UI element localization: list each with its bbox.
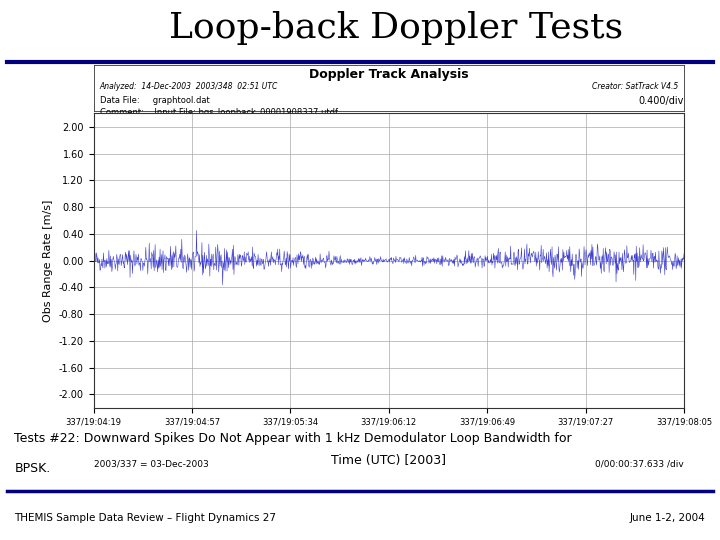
Text: Tests #22: Downward Spikes Do Not Appear with 1 kHz Demodulator Loop Bandwidth f: Tests #22: Downward Spikes Do Not Appear… xyxy=(14,432,572,445)
Text: THEMIS: THEMIS xyxy=(44,25,109,40)
Text: Comment:    Input File: bgs_loopback_00001908337.utdf: Comment: Input File: bgs_loopback_000019… xyxy=(99,109,338,117)
Text: 0/00:00:37.633 /div: 0/00:00:37.633 /div xyxy=(595,459,684,468)
Text: Analyzed:  14-Dec-2003  2003/348  02:51 UTC: Analyzed: 14-Dec-2003 2003/348 02:51 UTC xyxy=(99,82,278,91)
Text: Creator: SatTrack V4.5: Creator: SatTrack V4.5 xyxy=(592,82,678,91)
Text: 2003/337 = 03-Dec-2003: 2003/337 = 03-Dec-2003 xyxy=(94,459,208,468)
Y-axis label: Obs Range Rate [m/s]: Obs Range Rate [m/s] xyxy=(43,199,53,322)
Text: Doppler Track Analysis: Doppler Track Analysis xyxy=(309,69,469,82)
Text: BPSK.: BPSK. xyxy=(14,462,50,475)
Text: Loop-back Doppler Tests: Loop-back Doppler Tests xyxy=(169,11,623,45)
Text: Data File:     graphtool.dat: Data File: graphtool.dat xyxy=(99,96,210,105)
X-axis label: Time (UTC) [2003]: Time (UTC) [2003] xyxy=(331,454,446,467)
Text: 0.400/div: 0.400/div xyxy=(639,96,684,106)
Text: June 1-2, 2004: June 1-2, 2004 xyxy=(630,513,706,523)
Text: THEMIS Sample Data Review – Flight Dynamics 27: THEMIS Sample Data Review – Flight Dynam… xyxy=(14,513,276,523)
